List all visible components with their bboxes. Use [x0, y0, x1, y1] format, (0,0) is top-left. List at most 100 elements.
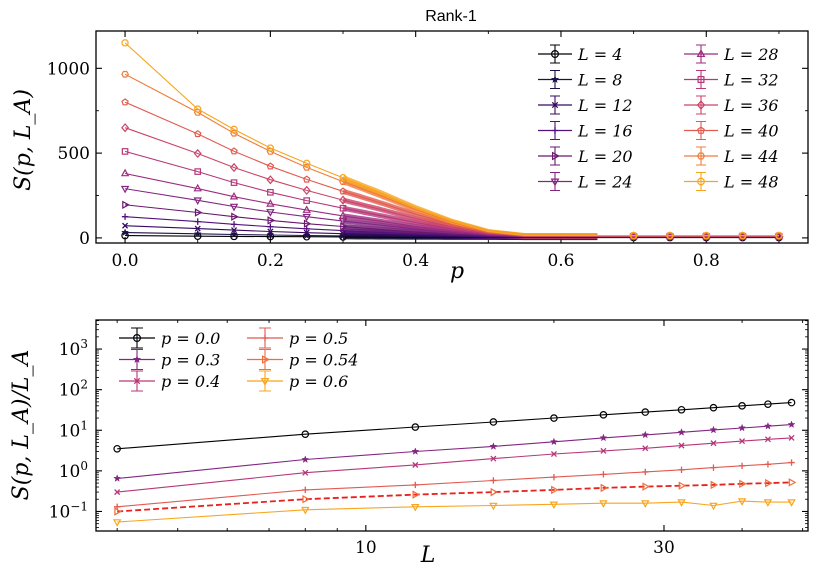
- data-point: [267, 223, 274, 230]
- data-point: [709, 502, 718, 511]
- y-tick-label: 0: [79, 229, 90, 249]
- data-point: [788, 478, 797, 487]
- legend-errorbar: [259, 348, 271, 371]
- legend-label: L = 12: [577, 96, 633, 115]
- legend-errorbar: [696, 146, 706, 166]
- data-point: [677, 405, 686, 414]
- data-point: [194, 105, 202, 113]
- legend-errorbar: [259, 370, 271, 392]
- data-point: [301, 430, 310, 438]
- data-point: [642, 482, 651, 491]
- data-point: [303, 197, 311, 204]
- y-tick-label: 101: [59, 418, 88, 441]
- x-tick-label: 10: [355, 538, 377, 558]
- legend-errorbar: [696, 95, 706, 115]
- data-point: [266, 144, 274, 152]
- data-point: [600, 447, 607, 454]
- data-point: [764, 400, 772, 408]
- data-point: [339, 174, 347, 182]
- data-point: [764, 436, 771, 443]
- legend-errorbar: [696, 171, 706, 192]
- data-point: [788, 459, 795, 466]
- data-point: [194, 168, 202, 175]
- data-point: [121, 123, 130, 133]
- data-point: [764, 461, 772, 468]
- legend-label: p = 0.4: [161, 372, 220, 391]
- x-tick-label: 0.0: [112, 251, 139, 271]
- data-point: [490, 477, 497, 484]
- legend-errorbar: [550, 146, 560, 166]
- data-point: [266, 199, 275, 207]
- data-point: [642, 468, 649, 476]
- data-point: [339, 204, 347, 212]
- data-point: [737, 498, 747, 506]
- data-point: [340, 222, 348, 231]
- data-point: [489, 502, 498, 511]
- data-point: [301, 506, 310, 515]
- data-point: [114, 489, 121, 496]
- data-point: [666, 232, 674, 240]
- data-point: [710, 480, 719, 490]
- data-point: [710, 464, 717, 471]
- y-tick-label: 102: [59, 378, 88, 401]
- data-point: [710, 440, 717, 447]
- data-point: [230, 221, 238, 228]
- data-point: [113, 444, 121, 453]
- x-axis-label: p: [450, 259, 464, 284]
- data-point: [338, 218, 348, 226]
- y-tick-label: 500: [58, 144, 90, 164]
- x-tick-label: 30: [653, 538, 675, 558]
- data-point: [113, 474, 122, 482]
- data-point: [229, 203, 239, 212]
- y-tick-label: 100: [59, 459, 88, 482]
- data-point: [229, 191, 239, 200]
- data-point: [302, 469, 309, 476]
- data-point: [114, 507, 122, 516]
- data-point: [230, 147, 238, 155]
- legend-label: p = 0.0: [161, 329, 220, 348]
- data-point: [599, 411, 608, 419]
- data-point: [738, 462, 746, 470]
- data-point: [194, 225, 201, 232]
- data-point: [231, 227, 238, 234]
- plot-frame: [95, 30, 809, 244]
- data-point: [551, 485, 559, 495]
- data-point: [739, 232, 747, 240]
- legend-errorbar: [550, 171, 560, 192]
- data-point: [231, 212, 239, 221]
- data-point: [739, 438, 746, 445]
- data-point: [600, 471, 607, 478]
- legend-marker: [551, 127, 559, 134]
- data-point: [549, 437, 559, 446]
- x-tick-label: 0.4: [402, 251, 429, 271]
- data-point: [302, 486, 309, 494]
- legend-label: L = 4: [577, 45, 622, 64]
- data-point: [549, 501, 559, 510]
- data-point: [120, 185, 130, 194]
- data-point: [678, 481, 687, 490]
- data-point: [411, 423, 420, 431]
- data-point: [120, 228, 130, 236]
- data-point: [303, 229, 310, 236]
- data-point: [303, 175, 311, 183]
- legend-errorbar: [550, 44, 560, 64]
- plot-frame: [95, 319, 809, 532]
- legend-label: L = 20: [577, 147, 633, 166]
- legend-errorbar: [131, 327, 143, 349]
- data-point: [302, 494, 311, 504]
- data-point: [122, 200, 130, 210]
- data-point: [550, 414, 558, 422]
- data-point: [121, 148, 129, 155]
- x-tick-label: 0.6: [547, 251, 574, 271]
- bottom-chart: 10 30 10−1 100 101 102 103 L S(p, L_A)/L_A p = 0.…: [9, 319, 809, 568]
- legend-marker: [696, 100, 706, 110]
- data-point: [630, 232, 638, 240]
- data-point: [702, 232, 710, 240]
- data-point: [302, 205, 311, 213]
- legend-marker: [550, 49, 559, 58]
- data-point: [338, 211, 348, 219]
- data-point: [193, 229, 202, 238]
- legend-marker: [551, 101, 559, 109]
- legend-marker: [697, 76, 705, 83]
- data-point: [709, 425, 718, 434]
